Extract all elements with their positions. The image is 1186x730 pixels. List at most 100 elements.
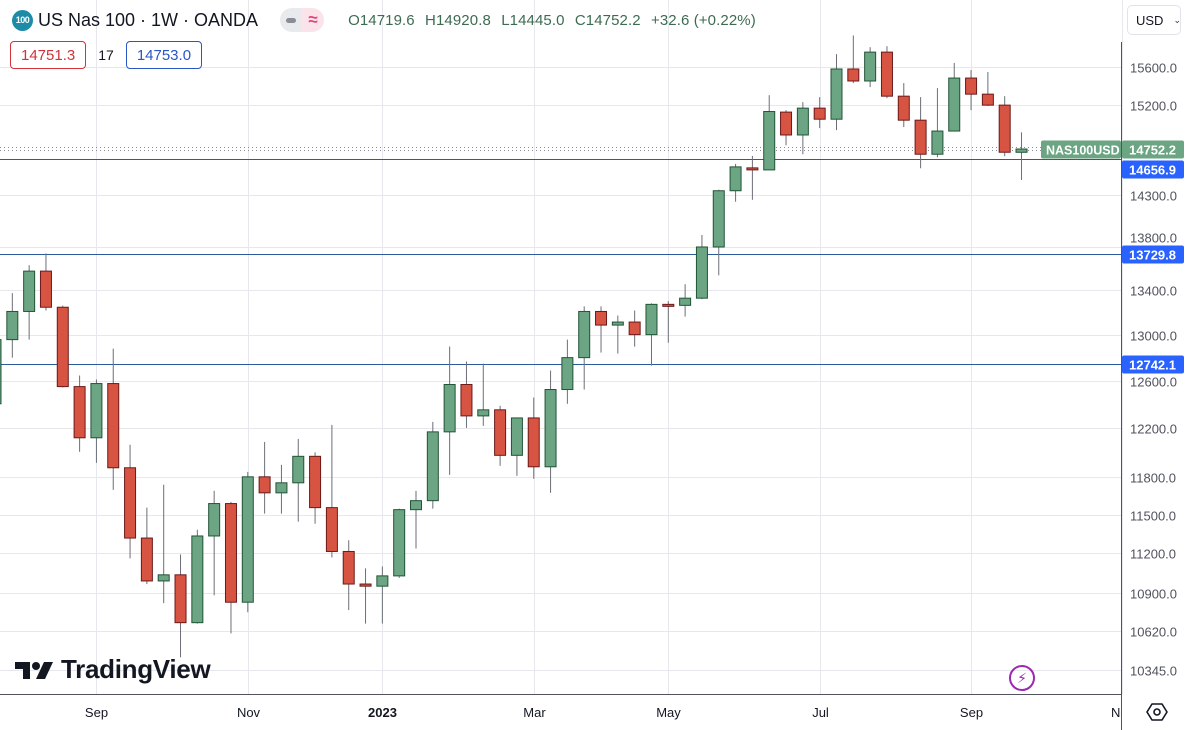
buy-button[interactable]: 14753.0 xyxy=(125,41,203,69)
symbol-title[interactable]: US Nas 100 · 1W · OANDA xyxy=(38,9,259,30)
price-tick-label: 15200.0 xyxy=(1130,99,1177,114)
candle xyxy=(981,71,994,107)
candle-body-up xyxy=(90,383,103,439)
price-tick-label: 13400.0 xyxy=(1130,284,1177,299)
candle xyxy=(224,501,237,634)
candle xyxy=(73,375,86,452)
candle xyxy=(140,507,153,585)
candle-body-down xyxy=(124,467,137,539)
candle xyxy=(494,405,507,466)
price-tick-label: 13800.0 xyxy=(1130,231,1177,246)
candles xyxy=(0,35,1028,658)
candle xyxy=(880,46,893,99)
candle-body-up xyxy=(695,246,708,299)
candle xyxy=(914,97,927,169)
candle-body-down xyxy=(595,310,608,326)
currency-select[interactable]: USD ⌄ xyxy=(1127,5,1181,35)
candle-body-up xyxy=(611,321,624,326)
candle xyxy=(460,361,473,428)
price-tick-label: 11500.0 xyxy=(1130,509,1176,524)
time-tick-label: Sep xyxy=(85,705,108,720)
candle-body-up xyxy=(191,535,204,624)
price-tick-label: 15600.0 xyxy=(1130,61,1177,76)
candle xyxy=(124,444,137,559)
candle xyxy=(342,540,355,611)
last-price-label-bg xyxy=(1122,140,1184,159)
horizontal-levels xyxy=(0,147,1121,365)
lightning-icon[interactable]: ⚡︎ xyxy=(1009,665,1035,691)
candle-body-up xyxy=(241,476,254,603)
candle xyxy=(510,417,523,476)
high-value: H14920.8 xyxy=(425,11,491,29)
candle-body-up xyxy=(23,270,36,312)
candle-body-up xyxy=(712,190,725,248)
time-axis[interactable]: Sep Nov 2023 Mar May Jul Sep Nov xyxy=(85,705,1135,720)
candle xyxy=(662,301,675,343)
level-price-label-bg xyxy=(1122,245,1184,264)
grid xyxy=(0,0,1123,694)
candle-body-up xyxy=(796,107,809,136)
candle xyxy=(23,265,36,340)
candle xyxy=(426,421,439,509)
candle xyxy=(763,95,776,171)
symbol-name-label-bg xyxy=(1041,140,1121,159)
candle xyxy=(948,62,961,132)
candle xyxy=(56,305,69,388)
candle-body-up xyxy=(679,297,692,306)
tradingview-logo[interactable]: TradingView xyxy=(15,654,211,685)
candle-body-down xyxy=(998,104,1011,153)
chevron-down-icon: ⌄ xyxy=(1173,14,1181,25)
candle-body-down xyxy=(527,417,540,468)
last-price-label: 14752.2 xyxy=(1129,143,1176,158)
candle-body-up xyxy=(292,455,305,484)
time-tick-label: Nov xyxy=(1111,705,1135,720)
sell-button[interactable]: 14751.3 xyxy=(10,41,87,69)
candle-body-up xyxy=(1015,148,1028,153)
candle-body-down xyxy=(359,583,372,587)
candle xyxy=(847,35,860,84)
candle-body-up xyxy=(443,383,456,433)
candle xyxy=(561,339,574,404)
candle-body-down xyxy=(981,93,994,106)
settings-gear-icon[interactable] xyxy=(1146,701,1168,723)
candle-body-down xyxy=(140,537,153,582)
candle-body-down xyxy=(460,383,473,417)
candle xyxy=(746,155,759,200)
candle xyxy=(729,163,742,202)
candle-body-up xyxy=(864,51,877,82)
candle xyxy=(157,484,170,604)
level-price-label: 13729.8 xyxy=(1129,248,1176,263)
legend-toggle-pill[interactable]: ≈ xyxy=(280,8,325,32)
candle xyxy=(309,452,322,524)
candle-body-down xyxy=(628,321,641,336)
candle xyxy=(897,83,910,128)
candle xyxy=(695,235,708,300)
candle xyxy=(544,370,557,493)
candle-body-down xyxy=(662,303,675,307)
candle xyxy=(6,293,19,358)
candle xyxy=(965,70,978,111)
close-value: C14752.2 xyxy=(574,11,641,29)
price-axis[interactable]: 15600.0 15200.0 14300.0 13800.0 13400.0 13000… xyxy=(1130,61,1177,679)
open-value: O14719.6 xyxy=(348,11,415,29)
candle xyxy=(578,306,591,390)
approx-icon[interactable]: ≈ xyxy=(302,8,325,32)
candle-body-down xyxy=(780,111,793,136)
candle xyxy=(443,346,456,475)
candle xyxy=(241,471,254,613)
price-tick-label: 12600.0 xyxy=(1130,375,1177,390)
candle-body-up xyxy=(763,111,776,171)
price-tick-label: 11800.0 xyxy=(1130,471,1176,486)
price-tick-label: 13000.0 xyxy=(1130,329,1177,344)
candle xyxy=(796,102,809,155)
candle xyxy=(712,189,725,276)
candle xyxy=(258,441,271,514)
candle-body-down xyxy=(880,51,893,97)
candle-body-down xyxy=(107,383,120,469)
price-tick-label: 14300.0 xyxy=(1130,189,1177,204)
hide-indicator-icon[interactable] xyxy=(280,8,303,32)
candle xyxy=(359,568,372,624)
candle xyxy=(595,306,608,353)
candle-body-up xyxy=(6,310,19,341)
